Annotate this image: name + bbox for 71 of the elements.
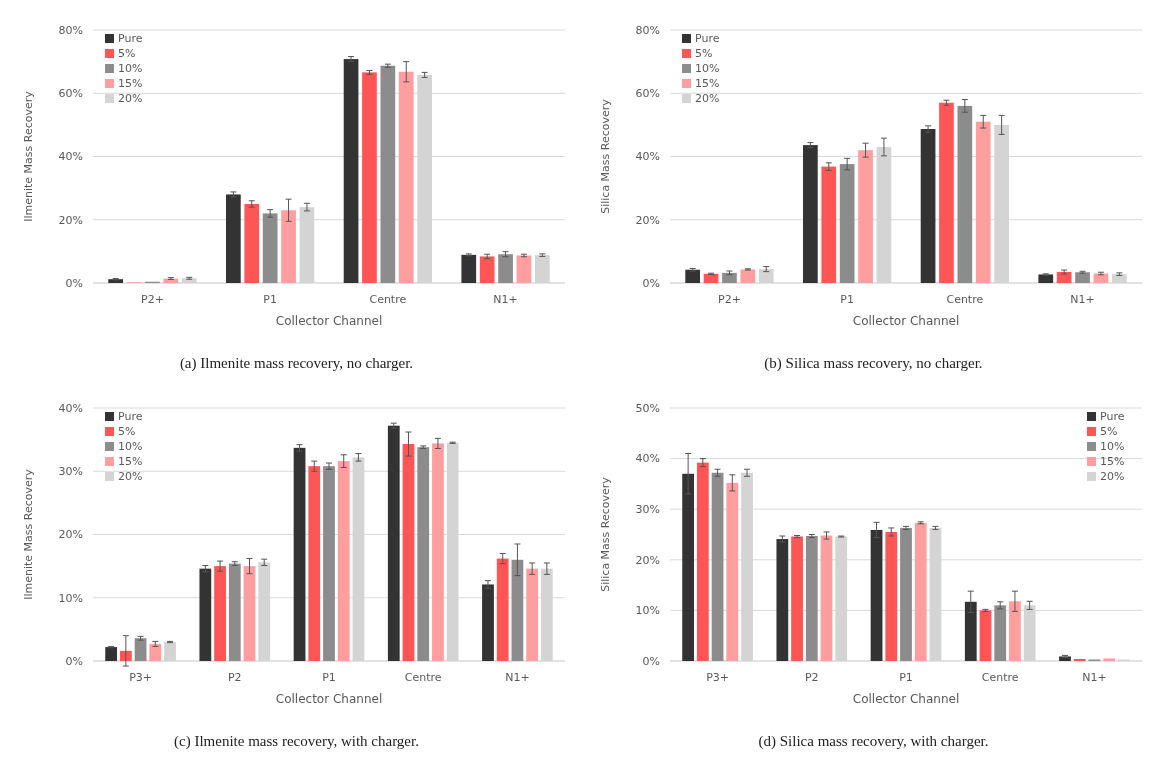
legend-label: 5% <box>1100 425 1118 439</box>
legend-label: Pure <box>695 32 720 46</box>
legend-label: 20% <box>695 92 720 106</box>
x-tick-label: P3+ <box>129 671 153 684</box>
x-tick-label: P1 <box>899 671 913 684</box>
legend-label: 20% <box>118 92 143 106</box>
legend-label: 20% <box>118 470 143 484</box>
y-tick-label: 20% <box>635 213 660 227</box>
x-tick-label: P2 <box>804 671 819 684</box>
x-tick-label: N1+ <box>1082 671 1107 684</box>
x-tick-label: P2+ <box>141 293 164 306</box>
y-tick-label: 40% <box>58 150 83 164</box>
y-tick-label: 10% <box>635 604 660 618</box>
x-tick-label: P3+ <box>706 671 730 684</box>
x-axis-title: Collector Channel <box>852 314 960 328</box>
y-tick-label: 0% <box>65 654 83 668</box>
y-tick-label: 0% <box>642 276 660 290</box>
y-tick-label: 20% <box>58 213 83 227</box>
legend-label: 10% <box>695 62 720 76</box>
legend-label: 15% <box>118 77 143 91</box>
text: (d) Silica mass recovery, with charger. <box>758 733 989 750</box>
x-tick-label: Centre <box>369 293 407 306</box>
y-tick-label: 0% <box>65 276 83 290</box>
legend-label: Pure <box>1100 410 1125 424</box>
x-tick-label: Centre <box>981 671 1019 684</box>
text: (b) Silica mass recovery, no charger. <box>764 355 983 372</box>
legend-label: 15% <box>695 77 720 91</box>
y-tick-label: 80% <box>58 23 83 37</box>
x-tick-label: P1 <box>840 293 854 306</box>
legend-label: 10% <box>1100 440 1125 454</box>
y-tick-label: 40% <box>635 452 660 466</box>
legend-label: 5% <box>118 47 136 61</box>
legend-label: 15% <box>118 455 143 469</box>
text: (a) Ilmenite mass recovery, no charger. <box>179 355 414 372</box>
x-tick-label: Centre <box>946 293 984 306</box>
y-tick-label: 40% <box>635 150 660 164</box>
y-tick-label: 80% <box>635 23 660 37</box>
y-tick-label: 10% <box>58 591 83 605</box>
legend-label: 10% <box>118 62 143 76</box>
x-tick-label: Centre <box>404 671 442 684</box>
y-tick-label: 40% <box>58 401 83 415</box>
y-axis-title: Ilmenite Mass Recovery <box>22 468 35 600</box>
text: (c) Ilmenite mass recovery, with charger. <box>174 733 419 750</box>
x-tick-label: P2+ <box>718 293 741 306</box>
x-tick-label: P1 <box>263 293 277 306</box>
y-axis-title: Silica Mass Recovery <box>599 98 612 214</box>
y-tick-label: 20% <box>635 553 660 567</box>
x-tick-label: N1+ <box>493 293 518 306</box>
x-axis-title: Collector Channel <box>275 314 383 328</box>
legend-label: 10% <box>118 440 143 454</box>
y-axis-title: Silica Mass Recovery <box>599 476 612 592</box>
y-tick-label: 60% <box>635 87 660 101</box>
x-tick-label: P2 <box>227 671 242 684</box>
y-tick-label: 0% <box>642 654 660 668</box>
y-tick-label: 50% <box>635 401 660 415</box>
legend-label: 5% <box>118 425 136 439</box>
y-tick-label: 30% <box>58 465 83 479</box>
legend-label: 5% <box>695 47 713 61</box>
y-tick-label: 30% <box>635 503 660 517</box>
x-axis-title: Collector Channel <box>852 692 960 706</box>
legend-label: 15% <box>1100 455 1125 469</box>
legend-label: 20% <box>1100 470 1125 484</box>
x-tick-label: P1 <box>322 671 336 684</box>
x-tick-label: N1+ <box>505 671 530 684</box>
y-tick-label: 60% <box>58 87 83 101</box>
x-axis-title: Collector Channel <box>275 692 383 706</box>
y-axis-title: Ilmenite Mass Recovery <box>22 90 35 222</box>
legend-label: Pure <box>118 410 143 424</box>
legend-label: Pure <box>118 32 143 46</box>
y-tick-label: 20% <box>58 528 83 542</box>
x-tick-label: N1+ <box>1070 293 1095 306</box>
